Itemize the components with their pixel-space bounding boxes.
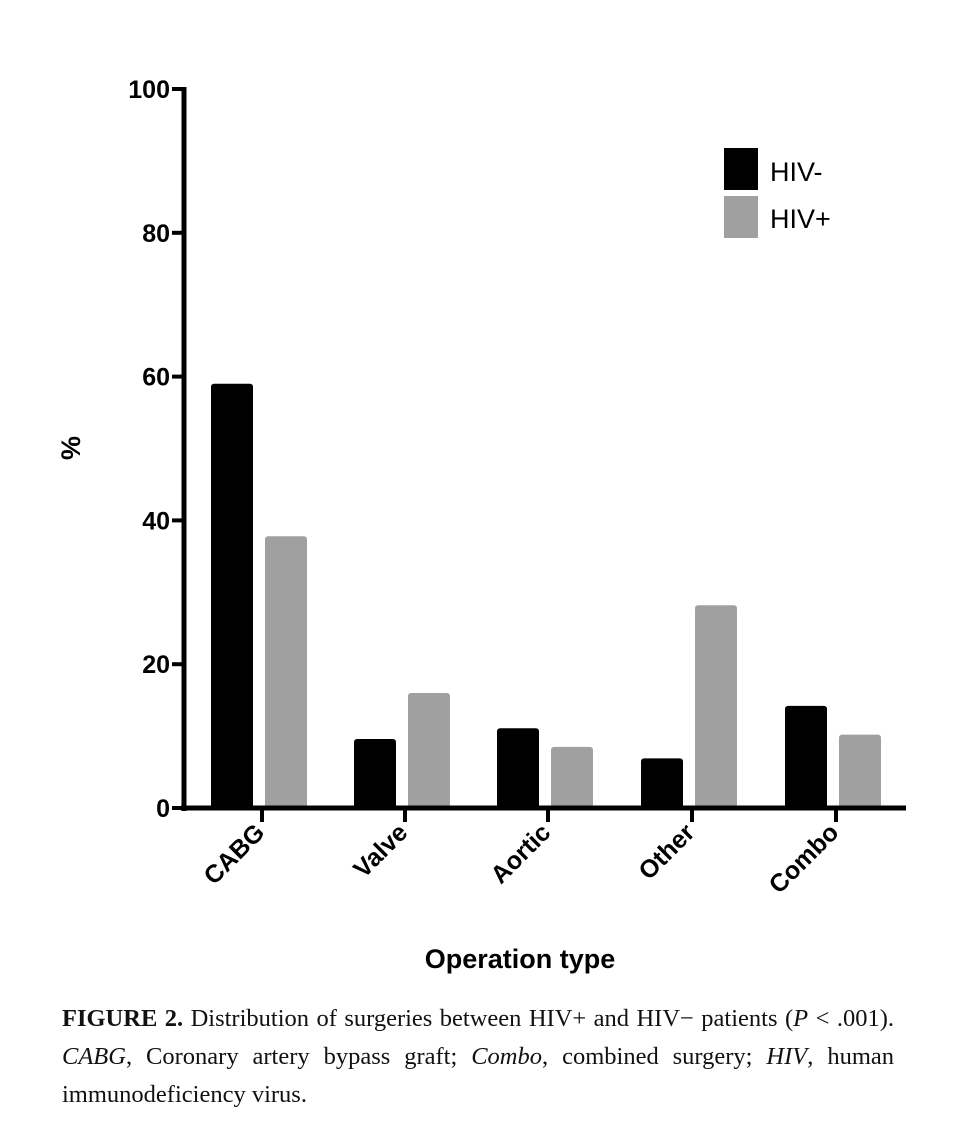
bar-valve-hiv-neg: [354, 738, 396, 808]
caption-text: , Coronary artery bypass graft;: [125, 1043, 472, 1070]
bar-valve-hiv-pos: [408, 692, 450, 808]
y-tick-label: 60: [142, 364, 170, 392]
y-tick-label: 0: [156, 795, 170, 823]
figure-caption: FIGURE 2. Distribution of surgeries betw…: [62, 1000, 894, 1114]
bar-cabg-hiv-neg: [211, 383, 253, 808]
legend-swatch-hiv-pos: [724, 196, 758, 238]
bar-combo-hiv-pos: [839, 734, 881, 808]
x-tick-label-aortic: Aortic: [485, 818, 556, 889]
bar-other-hiv-neg: [641, 758, 683, 808]
figure-label: FIGURE 2.: [62, 1005, 184, 1032]
legend-label-hiv-pos: HIV+: [770, 204, 831, 234]
bar-other-hiv-pos: [695, 605, 737, 808]
legend-label-hiv-neg: HIV-: [770, 157, 823, 187]
x-axis-label: Operation type: [425, 944, 616, 974]
x-tick-label-cabg: CABG: [198, 818, 270, 890]
caption-abbr: CABG: [62, 1043, 126, 1070]
bar-aortic-hiv-neg: [497, 728, 539, 808]
caption-text: , combined surgery;: [542, 1043, 767, 1070]
x-tick-label-combo: Combo: [764, 818, 845, 899]
legend: HIV- HIV+: [724, 148, 831, 238]
caption-abbr: Combo: [471, 1043, 543, 1070]
caption-text: Distribution of surgeries between HIV+ a…: [183, 1005, 794, 1032]
caption-abbr: HIV: [766, 1043, 808, 1070]
caption-p: P: [793, 1005, 809, 1032]
y-axis-label: %: [56, 436, 86, 460]
caption-text: , human immunodeficiency virus.: [62, 1043, 894, 1108]
y-tick-label: 100: [128, 76, 170, 104]
x-tick-label-other: Other: [633, 818, 700, 885]
legend-swatch-hiv-neg: [724, 148, 758, 190]
bar-combo-hiv-neg: [785, 705, 827, 808]
bars-group: [211, 383, 881, 808]
bar-cabg-hiv-pos: [265, 536, 307, 808]
y-tick-label: 40: [142, 507, 170, 535]
y-tick-label: 80: [142, 220, 170, 248]
x-tick-label-valve: Valve: [348, 818, 413, 883]
caption-text: < .001).: [808, 1005, 894, 1032]
bar-aortic-hiv-pos: [551, 746, 593, 808]
y-tick-label: 20: [142, 651, 170, 679]
